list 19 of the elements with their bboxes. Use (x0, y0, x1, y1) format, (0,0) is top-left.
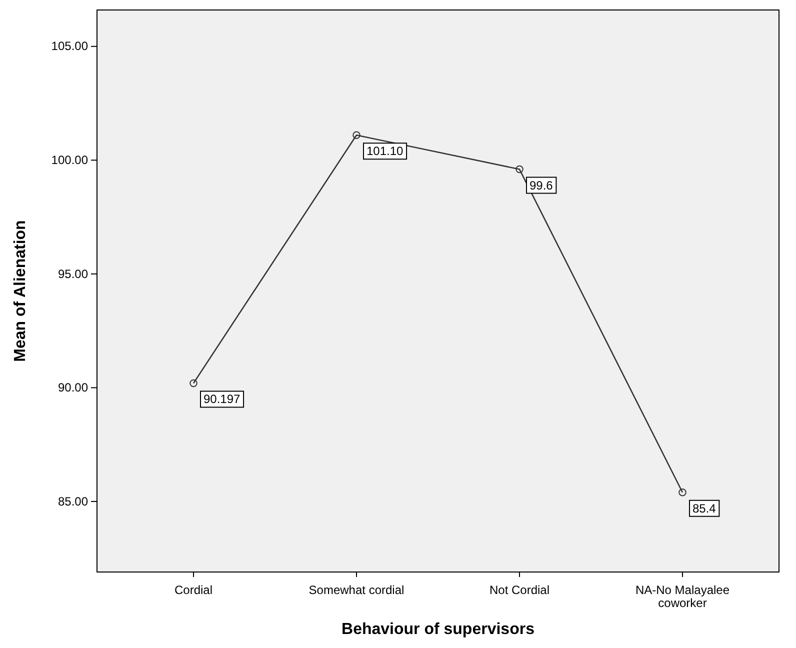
y-tick-label: 95.00 (58, 266, 88, 281)
x-tick-label: Cordial (174, 583, 213, 597)
data-label: 101.10 (366, 144, 404, 158)
point (190, 379, 198, 388)
y-axis-title: Mean of Alienation (12, 220, 29, 362)
data-label: 85.4 (692, 501, 716, 516)
point (678, 488, 686, 496)
x-tick-label: Not Cordial (489, 583, 550, 597)
data-label: 99.6 (530, 178, 554, 192)
data-label: 90.197 (204, 392, 241, 406)
y-tick-label: 85.00 (58, 494, 88, 508)
x-axis-title: Behaviour of supervisors (342, 621, 535, 638)
y-tick-label: 105.00 (51, 39, 88, 54)
y-tick-label: 100.00 (51, 153, 88, 168)
x-tick-label: Somewhat cordial (308, 583, 404, 597)
y-tick-label: 90.00 (58, 380, 88, 395)
x-tick-label: NA-No Malayalee coworker (635, 583, 730, 610)
point (516, 165, 524, 174)
point (352, 131, 360, 140)
